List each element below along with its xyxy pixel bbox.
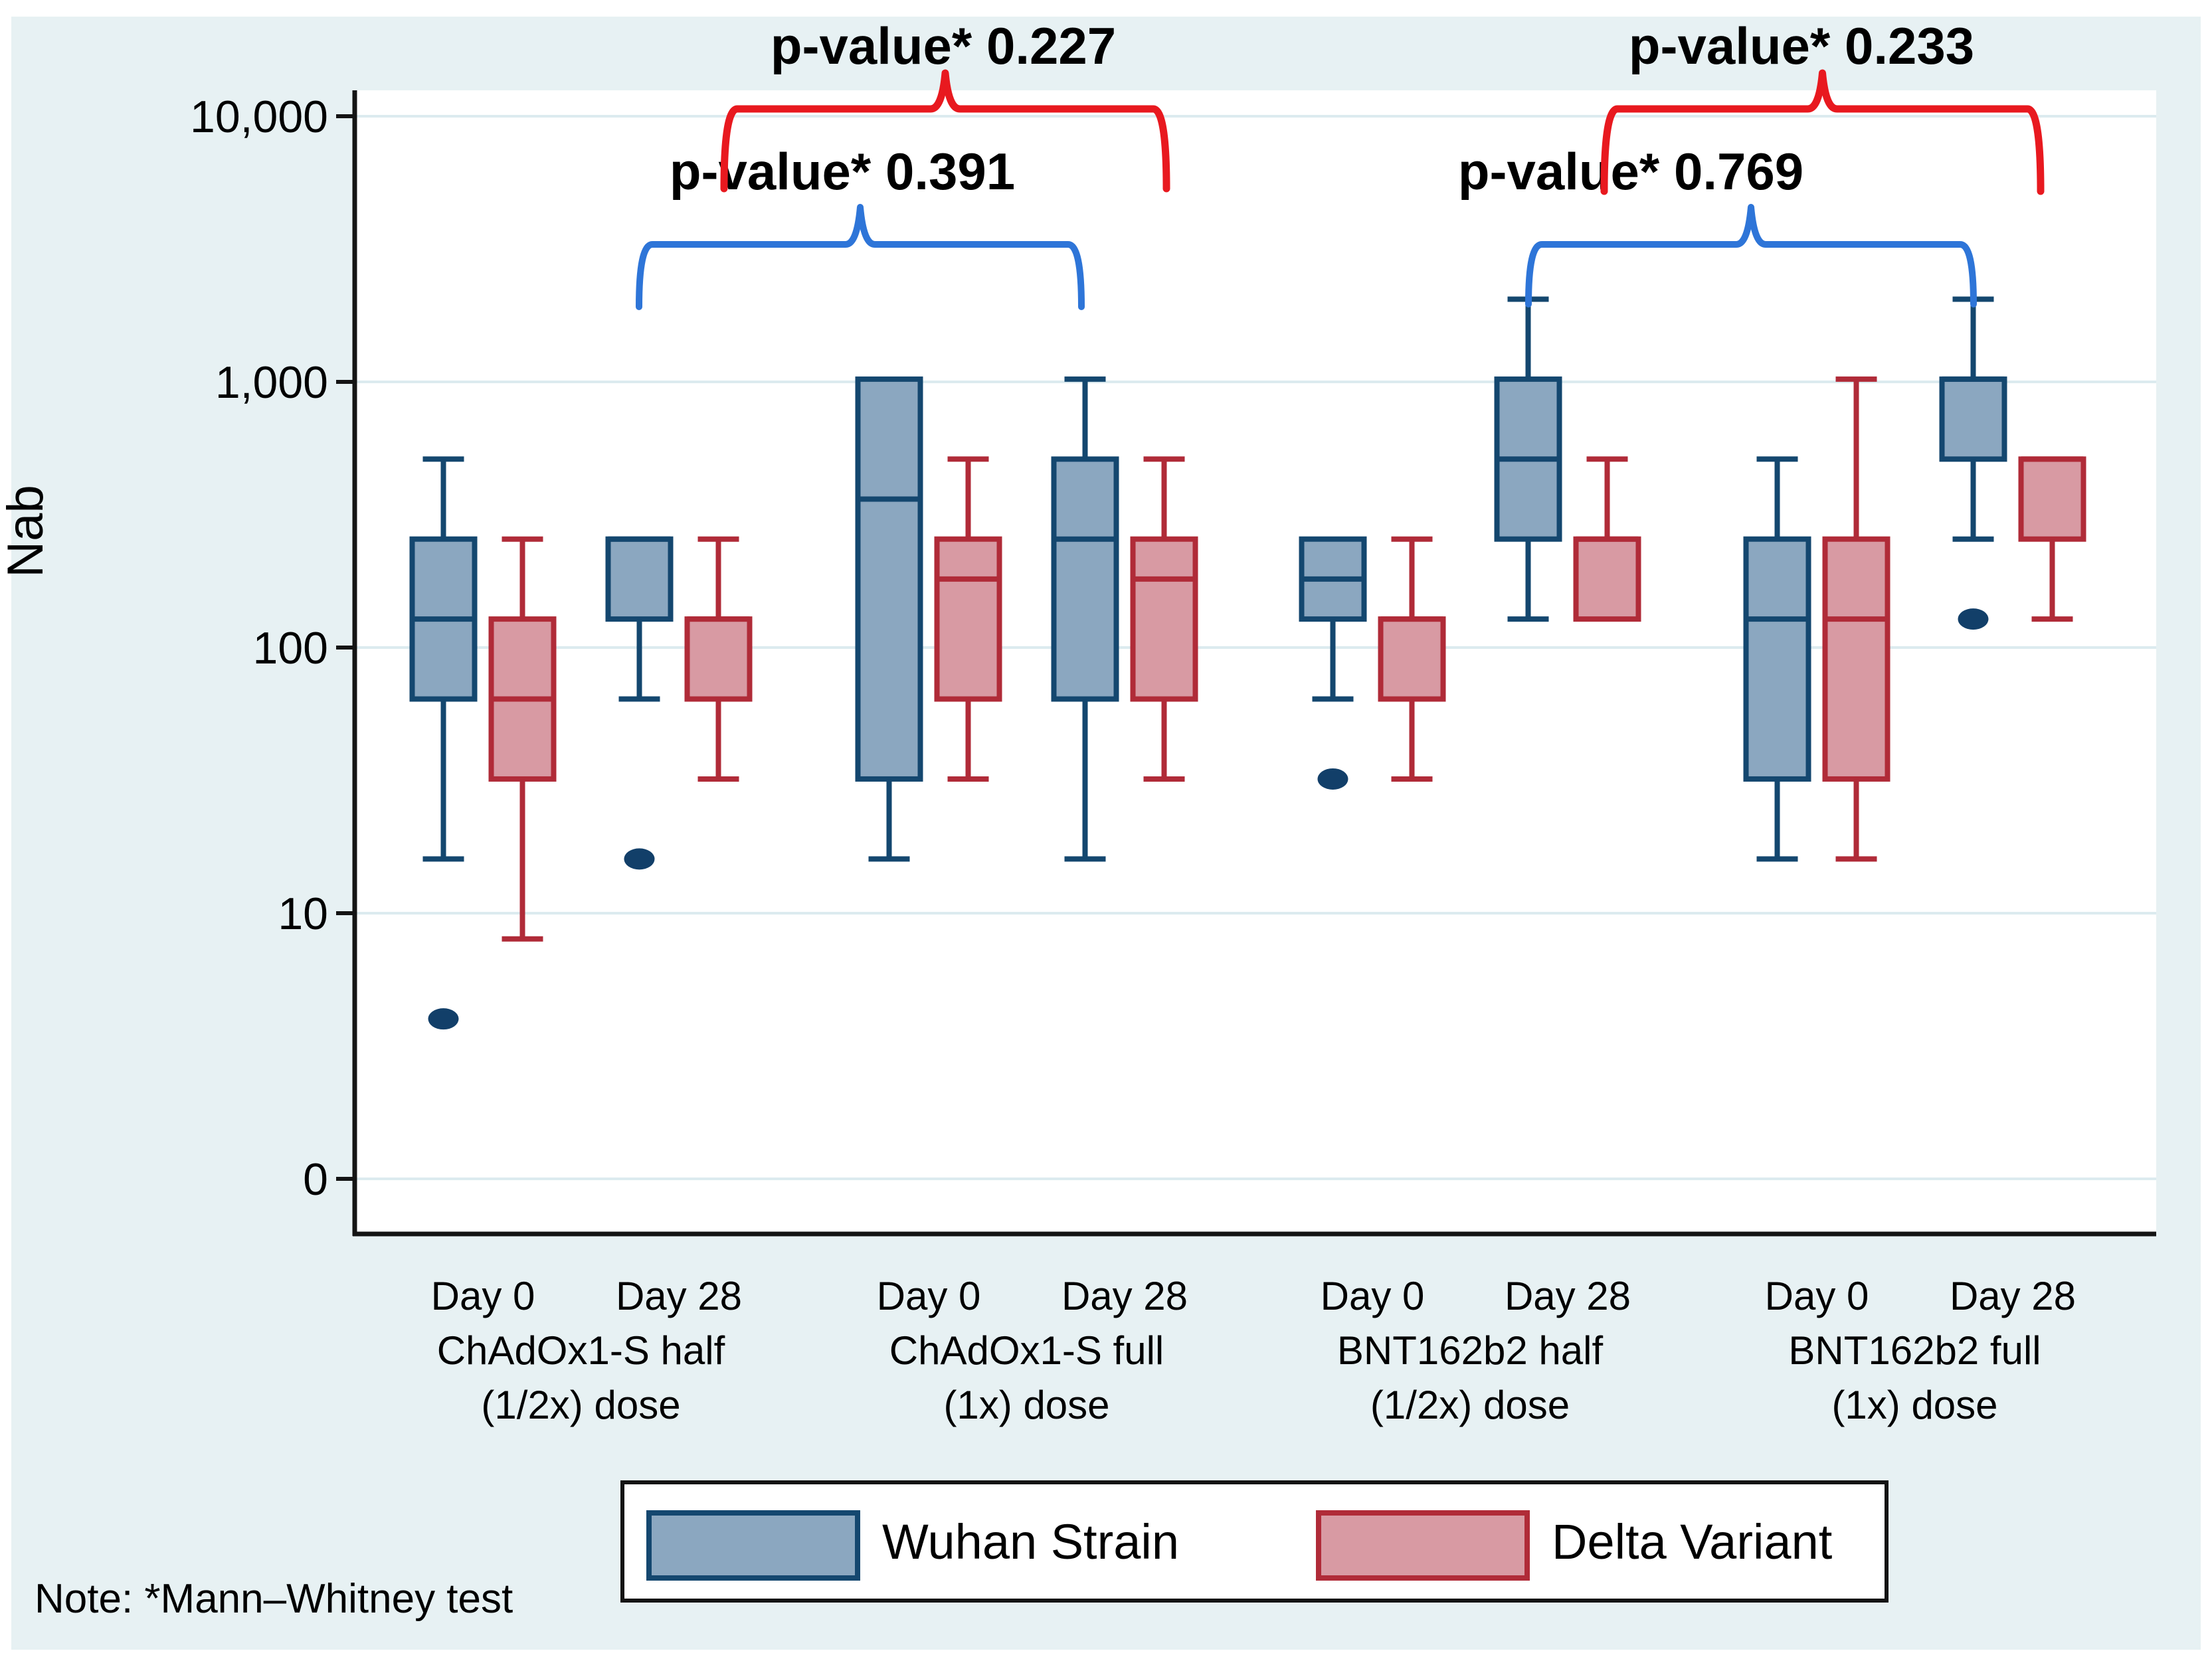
comparison-brace bbox=[720, 69, 1170, 193]
x-group-label-dose: (1x) dose bbox=[1831, 1383, 1997, 1427]
x-tick-label-timepoint: Day 28 bbox=[616, 1274, 742, 1318]
box-iqr bbox=[2018, 456, 2086, 542]
legend-label-wuhan-strain: Wuhan Strain bbox=[882, 1514, 1179, 1569]
box-iqr bbox=[934, 536, 1002, 702]
outlier-dot bbox=[1958, 608, 1989, 630]
x-group-label-vaccine: BNT162b2 full bbox=[1788, 1328, 2041, 1373]
comparison-brace bbox=[1600, 69, 2045, 195]
p-value-label: p-value* 0.769 bbox=[1458, 142, 1803, 201]
x-tick-label-timepoint: Day 0 bbox=[1321, 1274, 1425, 1318]
x-tick-label-timepoint: Day 28 bbox=[1061, 1274, 1188, 1318]
x-group-label-vaccine: ChAdOx1-S half bbox=[437, 1328, 725, 1373]
y-tick-label: 0 bbox=[303, 1154, 328, 1205]
box-iqr bbox=[1378, 616, 1446, 702]
x-group-label-dose: (1/2x) dose bbox=[481, 1383, 680, 1427]
outlier-dot bbox=[624, 848, 655, 870]
box-iqr bbox=[1939, 376, 2007, 462]
comparison-brace bbox=[1525, 204, 1977, 307]
y-tick-label: 100 bbox=[253, 623, 328, 673]
box-iqr bbox=[684, 616, 753, 702]
y-tick-label: 10 bbox=[278, 889, 328, 939]
box-iqr bbox=[1743, 536, 1811, 782]
legend: Wuhan Strain Delta Variant bbox=[620, 1480, 1889, 1603]
box-iqr bbox=[605, 536, 674, 622]
x-tick-label-timepoint: Day 0 bbox=[431, 1274, 535, 1318]
footnote: Note: *Mann–Whitney test bbox=[35, 1576, 513, 1622]
box-iqr bbox=[1130, 536, 1198, 702]
x-group-label-vaccine: ChAdOx1-S full bbox=[889, 1328, 1164, 1373]
box-iqr bbox=[1573, 536, 1641, 622]
x-group-label-vaccine: BNT162b2 half bbox=[1337, 1328, 1604, 1373]
x-tick-label-timepoint: Day 28 bbox=[1505, 1274, 1631, 1318]
box-iqr bbox=[1822, 536, 1890, 782]
box-iqr bbox=[855, 376, 923, 782]
outlier-dot bbox=[1317, 768, 1348, 790]
outlier-dot bbox=[428, 1008, 459, 1030]
p-value-label: p-value* 0.227 bbox=[771, 17, 1116, 75]
box-iqr bbox=[1051, 456, 1119, 702]
x-tick-label-timepoint: Day 0 bbox=[1765, 1274, 1869, 1318]
y-tick-label: 1,000 bbox=[215, 357, 328, 408]
x-group-label-dose: (1/2x) dose bbox=[1370, 1383, 1570, 1427]
legend-swatch-delta-variant bbox=[1316, 1510, 1530, 1581]
legend-label-delta-variant: Delta Variant bbox=[1552, 1514, 1833, 1569]
y-tick-label: 10,000 bbox=[190, 92, 328, 142]
x-group-label-dose: (1x) dose bbox=[943, 1383, 1109, 1427]
legend-swatch-wuhan-strain bbox=[646, 1510, 860, 1581]
x-tick-label-timepoint: Day 0 bbox=[877, 1274, 981, 1318]
x-tick-label-timepoint: Day 28 bbox=[1950, 1274, 2076, 1318]
comparison-brace bbox=[636, 204, 1085, 310]
p-value-label: p-value* 0.233 bbox=[1629, 17, 1974, 75]
y-axis-title: Nab bbox=[0, 485, 54, 577]
